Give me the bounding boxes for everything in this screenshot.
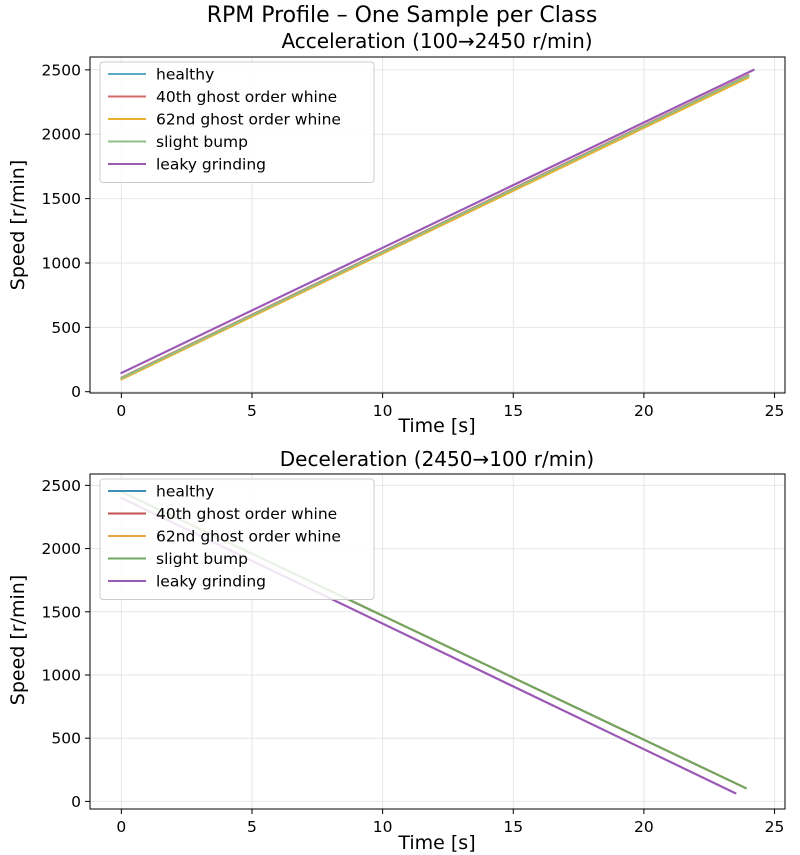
deceleration-plot-title: Deceleration (2450→100 r/min): [280, 447, 594, 471]
deceleration-ticks: 0 5 10 15 20 25 0 500 1000 1500 2000 2500: [42, 477, 785, 836]
acceleration-x-tick-label: 0: [116, 402, 126, 420]
deceleration-legend: healthy 40th ghost order whine 62nd ghost …: [99, 478, 375, 600]
acceleration-legend-label: 62nd ghost order whine: [156, 111, 341, 129]
acceleration-x-axis-label: Time [s]: [397, 415, 475, 437]
deceleration-y-tick-label: 2000: [42, 540, 81, 558]
acceleration-series-line-62nd-ghost-order-whine: [120, 76, 750, 381]
deceleration-plot-frame: [89, 473, 786, 810]
acceleration-y-tick-label: 1500: [42, 190, 81, 208]
deceleration-legend-label: 40th ghost order whine: [156, 505, 337, 523]
acceleration-series-line-leaky-grinding: [120, 68, 755, 375]
deceleration-y-tick-label: 0: [71, 793, 81, 811]
deceleration-y-tick-label: 2500: [42, 477, 81, 495]
acceleration-y-tick-label: 2500: [42, 61, 81, 79]
acceleration-legend-label: 40th ghost order whine: [156, 88, 337, 106]
acceleration-y-tick-label: 2000: [42, 126, 81, 144]
deceleration-legend-label: 62nd ghost order whine: [156, 528, 341, 546]
deceleration-legend-frame: [99, 478, 375, 600]
acceleration-y-tick-label: 0: [71, 383, 81, 401]
acceleration-y-axis-label: Speed [r/min]: [7, 160, 29, 290]
acceleration-x-tick-label: 25: [765, 402, 785, 420]
acceleration-series-line-slight-bump: [120, 74, 750, 380]
acceleration-legend-frame: [99, 61, 375, 183]
acceleration-ticks: 0 5 10 15 20 25 0 500 1000 1500 2000 2500: [42, 61, 785, 420]
deceleration-y-tick-label: 500: [51, 730, 81, 748]
deceleration-y-axis-label: Speed [r/min]: [7, 575, 29, 705]
deceleration-x-tick-label: 0: [116, 818, 126, 836]
deceleration-x-tick-label: 15: [503, 818, 523, 836]
deceleration-x-tick-label: 5: [247, 818, 257, 836]
acceleration-x-tick-label: 20: [634, 402, 654, 420]
deceleration-legend-label: leaky grinding: [156, 573, 266, 591]
acceleration-x-tick-label: 15: [503, 402, 523, 420]
deceleration-legend-label: healthy: [156, 483, 214, 501]
deceleration-x-tick-label: 10: [373, 818, 393, 836]
deceleration-plot: Deceleration (2450→100 r/min) Time [s] S…: [7, 447, 786, 854]
deceleration-grid: [90, 474, 785, 809]
acceleration-legend-label: healthy: [156, 66, 214, 84]
acceleration-plot: Acceleration (100→2450 r/min) Time [s] S…: [7, 29, 786, 437]
deceleration-legend-label: slight bump: [156, 550, 248, 568]
acceleration-y-tick-label: 500: [51, 319, 81, 337]
figure-suptitle: RPM Profile – One Sample per Class: [207, 3, 598, 28]
acceleration-plot-frame: [89, 56, 786, 394]
acceleration-legend-label: leaky grinding: [156, 156, 266, 174]
acceleration-series-layer: [120, 68, 755, 381]
deceleration-x-tick-label: 25: [765, 818, 785, 836]
acceleration-plot-title: Acceleration (100→2450 r/min): [281, 29, 592, 53]
deceleration-x-axis-label: Time [s]: [397, 832, 475, 854]
acceleration-legend: healthy 40th ghost order whine 62nd ghost …: [99, 61, 375, 183]
acceleration-x-tick-label: 5: [247, 402, 257, 420]
acceleration-x-tick-label: 10: [373, 402, 393, 420]
deceleration-x-tick-label: 20: [634, 818, 654, 836]
acceleration-y-tick-label: 1000: [42, 254, 81, 272]
deceleration-y-tick-label: 1500: [42, 603, 81, 621]
acceleration-legend-label: slight bump: [156, 133, 248, 151]
deceleration-y-tick-label: 1000: [42, 667, 81, 685]
